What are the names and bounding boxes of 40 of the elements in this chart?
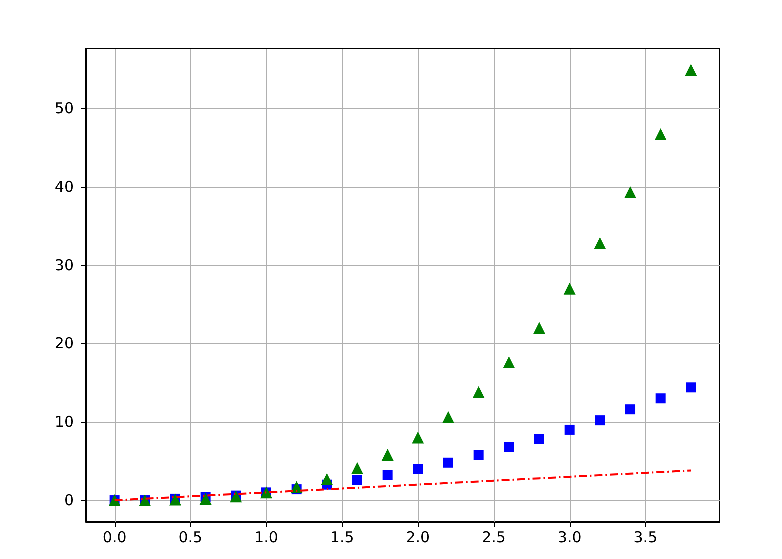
point bbox=[382, 470, 393, 480]
point bbox=[656, 394, 666, 404]
point bbox=[534, 322, 546, 334]
point bbox=[595, 416, 606, 426]
point bbox=[626, 404, 636, 415]
point bbox=[382, 449, 394, 462]
point bbox=[686, 382, 696, 393]
x-tick-label: 3.5 bbox=[634, 528, 658, 546]
y-tick-label: 20 bbox=[54, 334, 74, 353]
y-tick-label: 50 bbox=[54, 100, 74, 118]
y-tick-label: 10 bbox=[54, 413, 74, 432]
x-tick-label: 0.5 bbox=[178, 528, 203, 546]
x-tick-label: 3.0 bbox=[558, 528, 582, 546]
point bbox=[503, 356, 516, 369]
point bbox=[321, 473, 334, 486]
point bbox=[352, 475, 362, 486]
x-tick-label: 2.5 bbox=[482, 528, 506, 546]
point bbox=[534, 434, 545, 444]
x-tick-label: 2.0 bbox=[406, 528, 430, 546]
point bbox=[685, 64, 698, 76]
x-tick-label: 1.0 bbox=[254, 528, 278, 546]
point bbox=[200, 492, 212, 505]
point bbox=[444, 458, 454, 468]
point bbox=[474, 450, 484, 460]
point bbox=[624, 186, 637, 198]
point bbox=[412, 432, 424, 444]
y-tick-label: 40 bbox=[54, 178, 74, 196]
point bbox=[564, 424, 575, 435]
y-tick-label: 0 bbox=[64, 492, 74, 510]
point bbox=[472, 386, 485, 398]
point bbox=[564, 282, 576, 295]
x-tick-label: 1.5 bbox=[330, 528, 354, 546]
x-tick-label: 0.0 bbox=[102, 528, 127, 546]
point bbox=[413, 464, 424, 474]
point bbox=[442, 411, 454, 424]
y-tick-label: 30 bbox=[54, 256, 74, 274]
point bbox=[352, 462, 364, 474]
point bbox=[654, 128, 667, 140]
point bbox=[594, 237, 606, 250]
point bbox=[504, 442, 514, 452]
